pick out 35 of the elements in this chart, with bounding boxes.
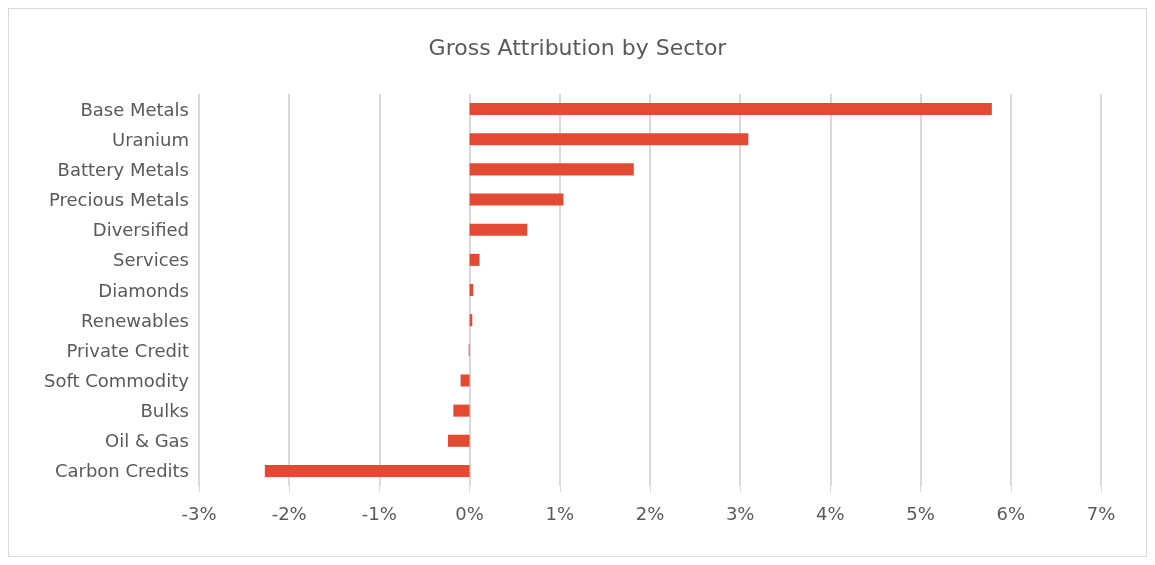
x-tick-label: 2%: [635, 502, 665, 524]
y-tick-label: Precious Metals: [48, 189, 189, 211]
bar: [469, 103, 992, 116]
bar: [447, 434, 470, 447]
x-tick-label: 5%: [906, 502, 935, 524]
y-tick-label: Renewables: [81, 309, 189, 331]
chart-title: Gross Attribution by Sector: [428, 34, 728, 60]
y-tick-label: Uranium: [112, 128, 189, 150]
bar: [469, 163, 634, 176]
y-tick-label: Services: [113, 249, 189, 271]
y-tick-label: Base Metals: [80, 98, 189, 120]
y-tick-label: Soft Commodity: [43, 369, 190, 391]
bar: [469, 253, 480, 266]
y-tick-label: Carbon Credits: [54, 460, 189, 482]
bar: [453, 404, 470, 417]
x-tick-label: -3%: [181, 502, 217, 524]
bar: [264, 464, 470, 477]
x-tick-label: 0%: [455, 502, 484, 524]
y-tick-label: Diversified: [92, 219, 189, 241]
bar: [469, 133, 749, 146]
y-tick-label: Battery Metals: [57, 158, 189, 180]
y-tick-label: Diamonds: [98, 279, 189, 301]
x-tick-label: 7%: [1086, 502, 1116, 524]
x-tick-label: 3%: [725, 502, 755, 524]
x-tick-label: 4%: [816, 502, 845, 524]
bar: [469, 193, 564, 206]
bar: [469, 223, 528, 236]
x-tick-label: -1%: [361, 502, 397, 524]
y-tick-label: Private Credit: [66, 339, 189, 361]
y-tick-label: Oil & Gas: [104, 430, 189, 452]
x-tick-label: -2%: [271, 502, 307, 524]
x-tick-label: 6%: [996, 502, 1026, 524]
y-tick-label: Bulks: [140, 400, 189, 422]
bar: [460, 374, 470, 387]
x-tick-label: 1%: [545, 502, 575, 524]
